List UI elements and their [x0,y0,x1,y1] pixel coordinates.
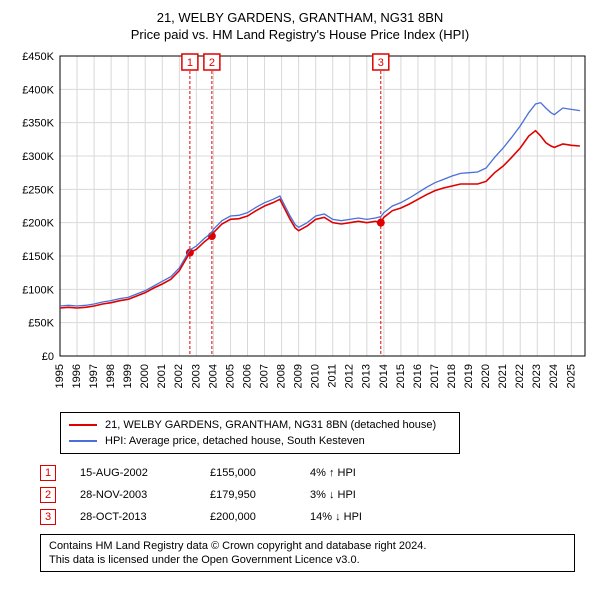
svg-text:£50K: £50K [28,318,54,330]
svg-text:2010: 2010 [310,364,322,388]
legend-label-hpi: HPI: Average price, detached house, Sout… [105,433,365,449]
svg-text:2008: 2008 [275,364,287,388]
svg-text:£450K: £450K [22,51,54,63]
svg-text:2022: 2022 [514,364,526,388]
svg-text:2019: 2019 [463,364,475,388]
sale-marker-icon: 1 [40,465,56,481]
plot-area: £0 £50K £100K £150K £200K £250K £300K £350K £400… [10,46,590,406]
sale-price: £200,000 [210,506,310,528]
sale-hpi-diff: 14% ↓ HPI [310,506,430,528]
chart-title-subtitle: Price paid vs. HM Land Registry's House … [10,27,590,42]
sale-hpi-diff: 4% ↑ HPI [310,462,430,484]
svg-text:2020: 2020 [480,364,492,388]
svg-text:1996: 1996 [71,364,83,388]
sale-date: 28-NOV-2003 [80,484,210,506]
svg-text:2001: 2001 [156,364,168,388]
svg-text:2000: 2000 [139,364,151,388]
sale-row: 2 28-NOV-2003 £179,950 3% ↓ HPI [40,484,590,506]
legend-swatch-hpi [69,440,97,442]
svg-text:2024: 2024 [548,364,560,388]
svg-text:2012: 2012 [344,364,356,388]
svg-text:2006: 2006 [241,364,253,388]
svg-text:2016: 2016 [412,364,424,388]
svg-text:2007: 2007 [258,364,270,388]
sale-events-table: 1 15-AUG-2002 £155,000 4% ↑ HPI 2 28-NOV… [40,462,590,528]
sale-row: 3 28-OCT-2013 £200,000 14% ↓ HPI [40,506,590,528]
legend-swatch-subject [69,424,97,426]
svg-text:2021: 2021 [497,364,509,388]
svg-text:2025: 2025 [565,364,577,388]
svg-text:1: 1 [187,57,193,69]
legend-row: HPI: Average price, detached house, Sout… [69,433,451,449]
svg-text:1999: 1999 [122,364,134,388]
license-footer: Contains HM Land Registry data © Crown c… [40,534,575,572]
svg-text:1997: 1997 [88,364,100,388]
sale-date: 28-OCT-2013 [80,506,210,528]
footer-line-2: This data is licensed under the Open Gov… [49,553,566,567]
svg-text:2003: 2003 [190,364,202,388]
sale-marker-icon: 2 [40,487,56,503]
svg-text:2009: 2009 [293,364,305,388]
svg-text:2: 2 [209,57,215,69]
svg-text:2011: 2011 [327,364,339,388]
svg-text:2015: 2015 [395,364,407,388]
svg-text:2018: 2018 [446,364,458,388]
svg-text:1998: 1998 [105,364,117,388]
legend-label-subject: 21, WELBY GARDENS, GRANTHAM, NG31 8BN (d… [105,417,436,433]
footer-line-1: Contains HM Land Registry data © Crown c… [49,539,566,553]
svg-text:3: 3 [378,57,384,69]
sale-date: 15-AUG-2002 [80,462,210,484]
svg-text:£350K: £350K [22,118,54,130]
svg-text:£400K: £400K [22,84,54,96]
sale-price: £155,000 [210,462,310,484]
svg-text:£300K: £300K [22,151,54,163]
sale-row: 1 15-AUG-2002 £155,000 4% ↑ HPI [40,462,590,484]
svg-text:2014: 2014 [378,364,390,388]
svg-text:£100K: £100K [22,284,54,296]
svg-text:2004: 2004 [207,364,219,388]
svg-text:2023: 2023 [531,364,543,388]
sale-price: £179,950 [210,484,310,506]
svg-text:2013: 2013 [361,364,373,388]
svg-text:£200K: £200K [22,218,54,230]
svg-text:1995: 1995 [54,364,66,388]
svg-text:£250K: £250K [22,184,54,196]
sale-hpi-diff: 3% ↓ HPI [310,484,430,506]
sale-marker-icon: 3 [40,509,56,525]
chart-titles: 21, WELBY GARDENS, GRANTHAM, NG31 8BN Pr… [10,10,590,42]
legend-row: 21, WELBY GARDENS, GRANTHAM, NG31 8BN (d… [69,417,451,433]
legend-box: 21, WELBY GARDENS, GRANTHAM, NG31 8BN (d… [60,412,460,454]
svg-text:2002: 2002 [173,364,185,388]
svg-text:2017: 2017 [429,364,441,388]
line-chart-svg: £0 £50K £100K £150K £200K £250K £300K £350K £400… [10,46,590,406]
svg-text:£0: £0 [42,351,54,363]
chart-container: 21, WELBY GARDENS, GRANTHAM, NG31 8BN Pr… [10,10,590,572]
svg-text:£150K: £150K [22,251,54,263]
chart-title-address: 21, WELBY GARDENS, GRANTHAM, NG31 8BN [10,10,590,25]
svg-text:2005: 2005 [224,364,236,388]
